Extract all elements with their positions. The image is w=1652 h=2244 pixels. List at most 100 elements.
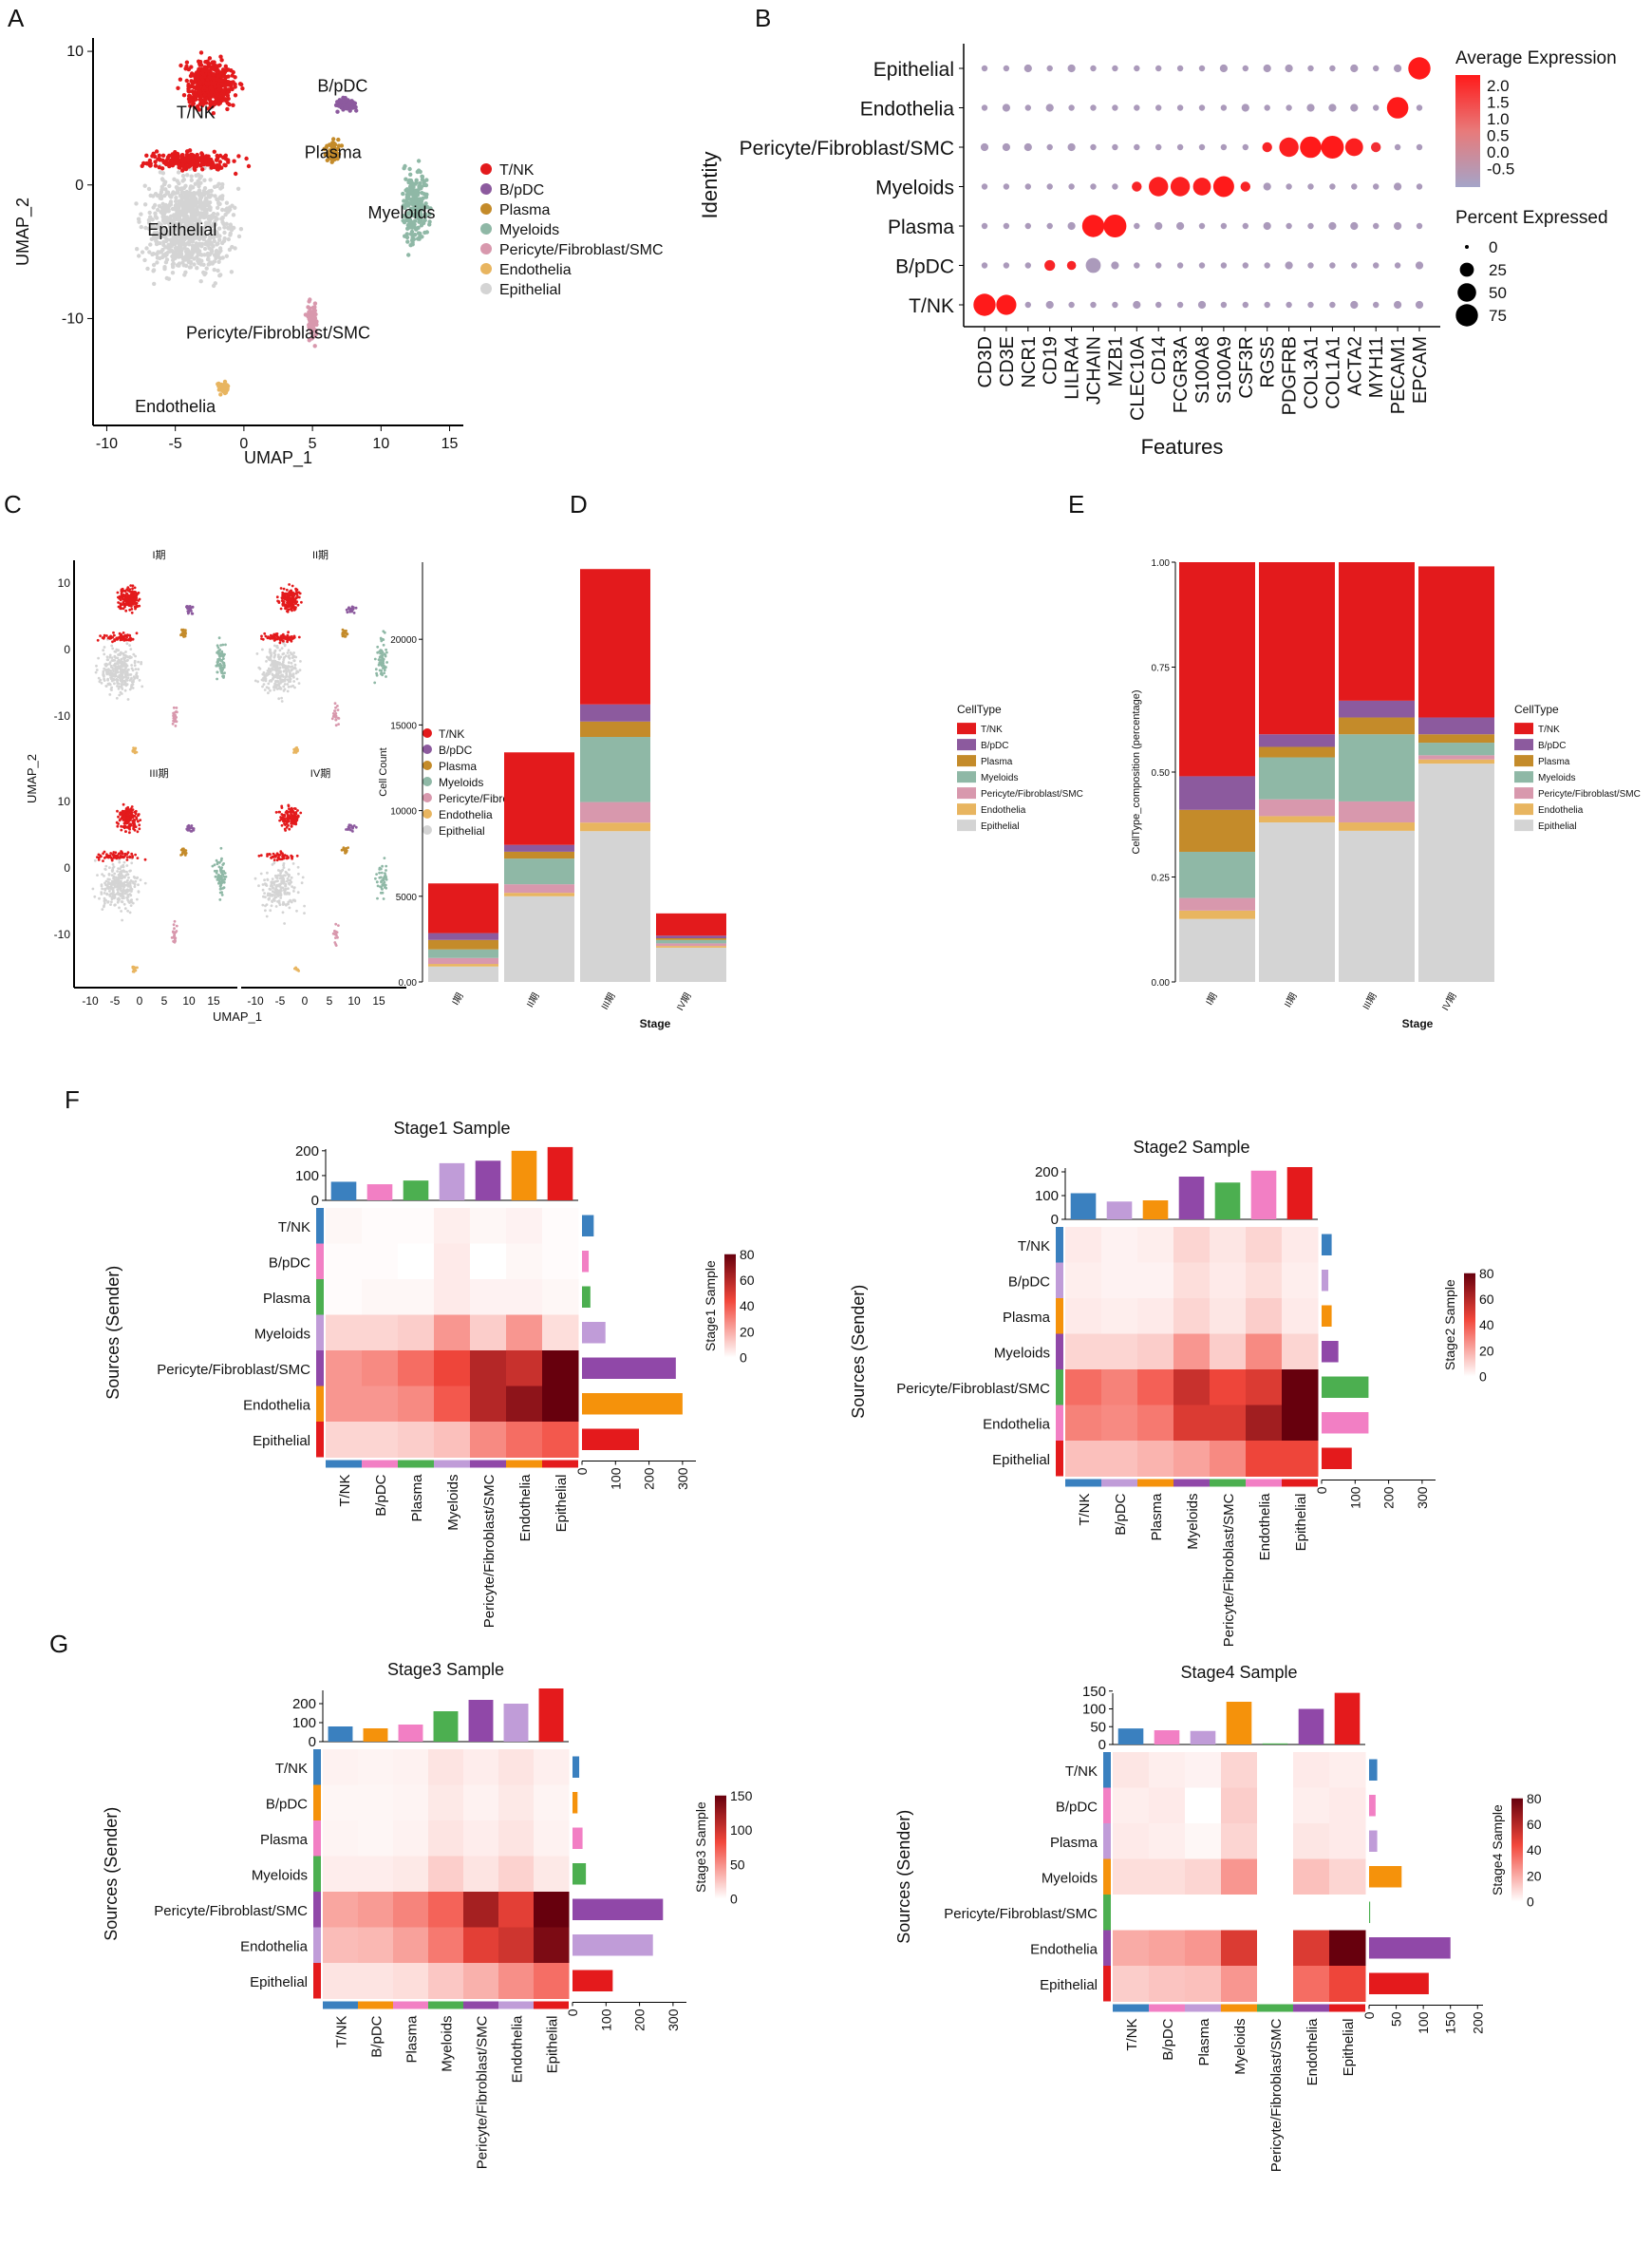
umap-point-t-nk [128,831,131,835]
umap-point-epithelial [181,185,187,191]
dot-b-pdc-clec10a [1134,262,1140,269]
umap-point-myeloids [413,188,418,193]
umap-point-b-pdc [187,827,191,831]
bar-segment-pericyte-fibroblast-smc [1339,801,1415,823]
umap-point-t-nk [227,102,232,107]
umap-point-t-nk [125,808,129,812]
umap-point-epithelial [163,252,168,256]
umap-point-epithelial [191,246,196,251]
umap-point-b-pdc [191,612,195,615]
bar-segment-epithelial [656,947,726,982]
umap-point-t-nk [122,632,125,634]
umap-point-epithelial [133,882,137,886]
umap-point-t-nk [275,595,279,599]
umap-point-epithelial [118,906,121,910]
umap-point-myeloids [222,877,226,881]
umap-point-epithelial [120,665,123,669]
umap-point-epithelial [297,872,300,876]
x-axis-label: UMAP_1 [244,448,312,468]
umap-point-t-nk [178,63,183,68]
umap-point-myeloids [414,178,419,182]
umap-point-myeloids [373,657,377,661]
y-tick-label: 0 [64,861,70,875]
umap-point-epithelial [211,221,216,227]
umap-point-epithelial [282,679,286,683]
feature-label-col1a1: COL1A1 [1323,336,1343,409]
umap-point-epithelial [199,253,204,257]
umap-point-t-nk [293,608,297,611]
legend-label-myeloids: Myeloids [439,776,483,789]
umap-point-myeloids [385,661,388,664]
umap-point-pericyte-fibroblast-smc [331,712,335,715]
bar-segment-pericyte-fibroblast-smc [656,943,726,947]
umap-point-epithelial [93,858,97,862]
umap-point-myeloids [223,671,227,674]
panel-b-dotplot: BEpithelialEndotheliaPericyte/Fibroblast… [698,4,1617,459]
umap-point-epithelial [213,194,217,198]
umap-point-pericyte-fibroblast-smc [172,940,176,943]
umap-point-t-nk [216,64,221,68]
umap-point-epithelial [171,191,176,196]
umap-point-b-pdc [343,105,347,110]
bar-segment-pericyte-fibroblast-smc [1259,799,1335,817]
umap-point-epithelial [125,864,129,867]
umap-point-myeloids [219,875,223,877]
legend-label-plasma: Plasma [499,202,550,218]
umap-point-epithelial [126,878,129,882]
bar-segment-plasma [1179,809,1255,852]
dot-plasma-cd3d [981,222,988,230]
umap-point-myeloids [216,650,220,652]
umap-point-epithelial [203,223,208,229]
umap-point-epithelial [188,186,193,192]
umap-point-endothelia [295,745,298,749]
dot-pericyte-fibroblast-smc-clec10a [1134,143,1140,151]
umap-point-epithelial [216,268,220,273]
dot-myeloids-mzb1 [1112,183,1118,190]
x-tick-label: 5 [161,994,168,1008]
umap-point-epithelial [143,881,147,885]
umap-point-epithelial [277,684,281,688]
umap-point-epithelial [133,664,137,668]
umap-point-pericyte-fibroblast-smc [175,707,178,709]
umap-point-endothelia [134,969,137,971]
y-tick-label: 10 [66,44,84,60]
umap-point-epithelial [121,881,124,885]
umap-point-epithelial [118,887,122,891]
umap-point-pericyte-fibroblast-smc [308,306,312,311]
umap-point-myeloids [401,191,405,197]
umap-point-t-nk [294,815,298,819]
umap-point-t-nk [223,98,229,104]
umap-point-t-nk [296,595,299,598]
umap-point-epithelial [267,682,271,686]
umap-point-epithelial [189,174,194,179]
umap-point-epithelial [136,676,140,680]
umap-point-epithelial [287,649,291,652]
umap-point-pericyte-fibroblast-smc [308,297,312,302]
umap-point-myeloids [381,888,384,891]
umap-point-pericyte-fibroblast-smc [334,922,338,926]
umap-point-epithelial [110,674,114,678]
umap-point-t-nk [116,824,120,828]
umap-point-epithelial [256,680,259,684]
umap-point-myeloids [376,884,380,888]
bar-segment-plasma [580,721,650,738]
dot-pericyte-fibroblast-smc-s100a8 [1198,143,1206,151]
dot-t-nk-fcgr3a [1176,301,1184,309]
feature-label-s100a9: S100A9 [1214,336,1235,404]
umap-point-epithelial [200,234,206,238]
umap-point-t-nk [287,814,291,817]
umap-point-myeloids [382,897,385,900]
umap-point-epithelial [196,211,201,216]
umap-point-t-nk [115,820,119,824]
umap-point-epithelial [108,895,112,897]
umap-point-epithelial [109,671,113,674]
cluster-label-epithelial: Epithelial [147,220,216,239]
umap-point-t-nk [211,81,216,85]
dot-t-nk-pecam1 [1394,300,1402,310]
umap-point-epithelial [271,890,274,894]
umap-point-t-nk [126,594,130,597]
umap-point-myeloids [385,864,388,868]
legend-key-t-nk [480,163,492,175]
umap-point-epithelial [178,212,183,217]
